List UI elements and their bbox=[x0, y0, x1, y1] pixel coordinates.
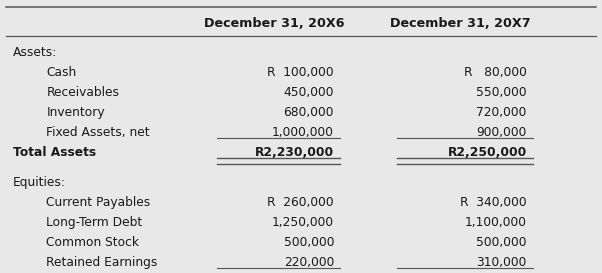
Text: Common Stock: Common Stock bbox=[46, 236, 139, 249]
Text: R  100,000: R 100,000 bbox=[267, 66, 334, 79]
Text: R2,230,000: R2,230,000 bbox=[255, 146, 334, 159]
Text: Total Assets: Total Assets bbox=[13, 146, 96, 159]
Text: R  260,000: R 260,000 bbox=[267, 196, 334, 209]
Text: Retained Earnings: Retained Earnings bbox=[46, 256, 158, 269]
Text: Receivables: Receivables bbox=[46, 86, 119, 99]
Text: 900,000: 900,000 bbox=[476, 126, 527, 139]
Text: Current Payables: Current Payables bbox=[46, 196, 150, 209]
Text: 720,000: 720,000 bbox=[476, 106, 527, 119]
Text: R2,250,000: R2,250,000 bbox=[447, 146, 527, 159]
Text: Cash: Cash bbox=[46, 66, 76, 79]
Text: 450,000: 450,000 bbox=[284, 86, 334, 99]
Text: Long-Term Debt: Long-Term Debt bbox=[46, 216, 143, 229]
Text: 550,000: 550,000 bbox=[476, 86, 527, 99]
Text: R   80,000: R 80,000 bbox=[464, 66, 527, 79]
Text: 500,000: 500,000 bbox=[284, 236, 334, 249]
Text: Fixed Assets, net: Fixed Assets, net bbox=[46, 126, 150, 139]
Text: December 31, 20X7: December 31, 20X7 bbox=[390, 17, 531, 30]
Text: Equities:: Equities: bbox=[13, 176, 66, 189]
Text: 680,000: 680,000 bbox=[284, 106, 334, 119]
Text: December 31, 20X6: December 31, 20X6 bbox=[203, 17, 344, 30]
Text: 220,000: 220,000 bbox=[284, 256, 334, 269]
Text: Inventory: Inventory bbox=[46, 106, 105, 119]
Text: 310,000: 310,000 bbox=[476, 256, 527, 269]
Text: R  340,000: R 340,000 bbox=[460, 196, 527, 209]
Text: Assets:: Assets: bbox=[13, 46, 58, 59]
Text: 1,100,000: 1,100,000 bbox=[465, 216, 527, 229]
Text: 500,000: 500,000 bbox=[476, 236, 527, 249]
Text: 1,250,000: 1,250,000 bbox=[272, 216, 334, 229]
Text: 1,000,000: 1,000,000 bbox=[272, 126, 334, 139]
